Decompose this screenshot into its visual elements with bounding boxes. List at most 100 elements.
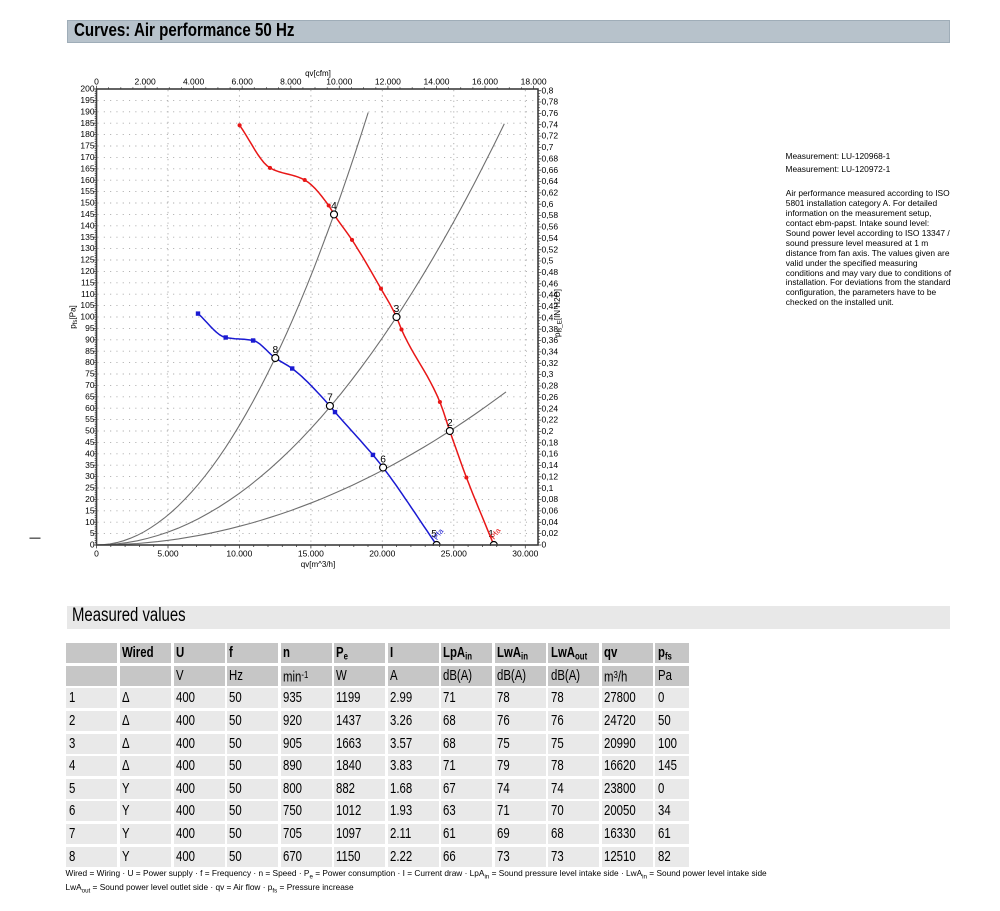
svg-text:160: 160	[80, 175, 94, 185]
svg-text:50: 50	[85, 426, 95, 436]
svg-text:135: 135	[80, 232, 94, 242]
svg-text:2: 2	[447, 418, 453, 429]
svg-text:150: 150	[80, 198, 94, 208]
svg-text:0,2: 0,2	[542, 426, 554, 436]
svg-text:100: 100	[80, 312, 94, 322]
svg-text:0,24: 0,24	[542, 403, 559, 413]
svg-text:0: 0	[94, 77, 99, 87]
svg-text:20.000: 20.000	[369, 548, 395, 558]
svg-text:16.000: 16.000	[472, 77, 498, 87]
svg-text:0,32: 0,32	[542, 358, 559, 368]
svg-text:6: 6	[380, 454, 386, 465]
svg-text:0,4: 0,4	[542, 312, 554, 322]
svg-text:35: 35	[85, 460, 95, 470]
svg-text:12.000: 12.000	[375, 77, 401, 87]
svg-text:0,36: 0,36	[542, 335, 559, 345]
svg-text:0,04: 0,04	[542, 517, 559, 527]
svg-text:130: 130	[80, 243, 94, 253]
svg-text:0,48: 0,48	[542, 267, 559, 277]
svg-text:155: 155	[80, 186, 94, 196]
svg-text:0,6: 0,6	[542, 199, 554, 209]
svg-text:20: 20	[85, 494, 95, 504]
svg-text:0,78: 0,78	[542, 97, 559, 107]
svg-text:8.000: 8.000	[280, 77, 302, 87]
svg-text:0,54: 0,54	[542, 233, 559, 243]
svg-text:5.000: 5.000	[157, 548, 179, 558]
svg-text:180: 180	[80, 129, 94, 139]
svg-text:0,76: 0,76	[542, 108, 559, 118]
svg-text:0: 0	[94, 548, 99, 558]
svg-text:5: 5	[90, 528, 95, 538]
svg-text:0,7: 0,7	[542, 142, 554, 152]
svg-text:0,46: 0,46	[542, 278, 559, 288]
svg-text:15.000: 15.000	[298, 548, 324, 558]
svg-text:0,26: 0,26	[542, 392, 559, 402]
svg-text:5: 5	[431, 529, 437, 540]
svg-text:95: 95	[85, 323, 95, 333]
svg-text:0,14: 0,14	[542, 460, 559, 470]
svg-text:14.000: 14.000	[424, 77, 450, 87]
svg-text:60: 60	[85, 403, 95, 413]
svg-text:0,8: 0,8	[542, 85, 554, 95]
svg-text:200: 200	[80, 84, 94, 94]
svg-text:120: 120	[80, 266, 94, 276]
svg-text:0,08: 0,08	[542, 494, 559, 504]
svg-text:45: 45	[85, 437, 95, 447]
svg-text:15: 15	[85, 505, 95, 515]
svg-text:0,28: 0,28	[542, 381, 559, 391]
svg-text:185: 185	[80, 118, 94, 128]
svg-text:40: 40	[85, 448, 95, 458]
svg-text:0,64: 0,64	[542, 176, 559, 186]
svg-text:30.000: 30.000	[512, 548, 538, 558]
svg-text:80: 80	[85, 357, 95, 367]
svg-text:0,1: 0,1	[542, 483, 554, 493]
svg-text:18.000: 18.000	[521, 77, 547, 87]
svg-text:0,42: 0,42	[542, 301, 559, 311]
svg-text:0,34: 0,34	[542, 347, 559, 357]
svg-text:70: 70	[85, 380, 95, 390]
svg-text:0,66: 0,66	[542, 165, 559, 175]
svg-text:pfs[Pa]: pfs[Pa]	[69, 305, 80, 329]
svg-text:0,56: 0,56	[542, 222, 559, 232]
svg-text:140: 140	[80, 220, 94, 230]
svg-text:0,52: 0,52	[542, 244, 559, 254]
svg-text:7: 7	[327, 393, 333, 404]
svg-text:qv[m^3/h]: qv[m^3/h]	[301, 560, 335, 569]
svg-text:0,74: 0,74	[542, 119, 559, 129]
svg-text:195: 195	[80, 95, 94, 105]
svg-text:0,18: 0,18	[542, 437, 559, 447]
svg-text:105: 105	[80, 300, 94, 310]
svg-text:pfs_E[IN H2O]: pfs_E[IN H2O]	[553, 289, 564, 337]
svg-text:10.000: 10.000	[326, 77, 352, 87]
svg-text:165: 165	[80, 163, 94, 173]
svg-text:0,02: 0,02	[542, 528, 559, 538]
svg-text:4: 4	[331, 201, 337, 212]
svg-text:6.000: 6.000	[232, 77, 254, 87]
svg-text:0,62: 0,62	[542, 188, 559, 198]
svg-text:25.000: 25.000	[441, 548, 467, 558]
svg-text:145: 145	[80, 209, 94, 219]
svg-text:0,3: 0,3	[542, 369, 554, 379]
svg-text:10: 10	[85, 517, 95, 527]
svg-text:0,72: 0,72	[542, 131, 559, 141]
svg-text:8: 8	[272, 345, 278, 356]
svg-text:175: 175	[80, 141, 94, 151]
svg-text:0,38: 0,38	[542, 324, 559, 334]
svg-text:65: 65	[85, 391, 95, 401]
svg-text:30: 30	[85, 471, 95, 481]
svg-text:0,12: 0,12	[542, 471, 559, 481]
svg-text:0,22: 0,22	[542, 415, 559, 425]
svg-text:25: 25	[85, 483, 95, 493]
svg-text:1: 1	[488, 529, 494, 540]
svg-text:0: 0	[90, 540, 95, 550]
svg-text:qv[cfm]: qv[cfm]	[305, 69, 331, 78]
svg-text:115: 115	[81, 277, 95, 287]
svg-text:85: 85	[85, 346, 95, 356]
svg-text:3: 3	[394, 304, 400, 315]
svg-text:0,06: 0,06	[542, 506, 559, 516]
svg-text:110: 110	[81, 289, 95, 299]
svg-text:170: 170	[80, 152, 94, 162]
svg-text:0,5: 0,5	[542, 256, 554, 266]
svg-text:90: 90	[85, 334, 95, 344]
svg-text:125: 125	[80, 255, 94, 265]
